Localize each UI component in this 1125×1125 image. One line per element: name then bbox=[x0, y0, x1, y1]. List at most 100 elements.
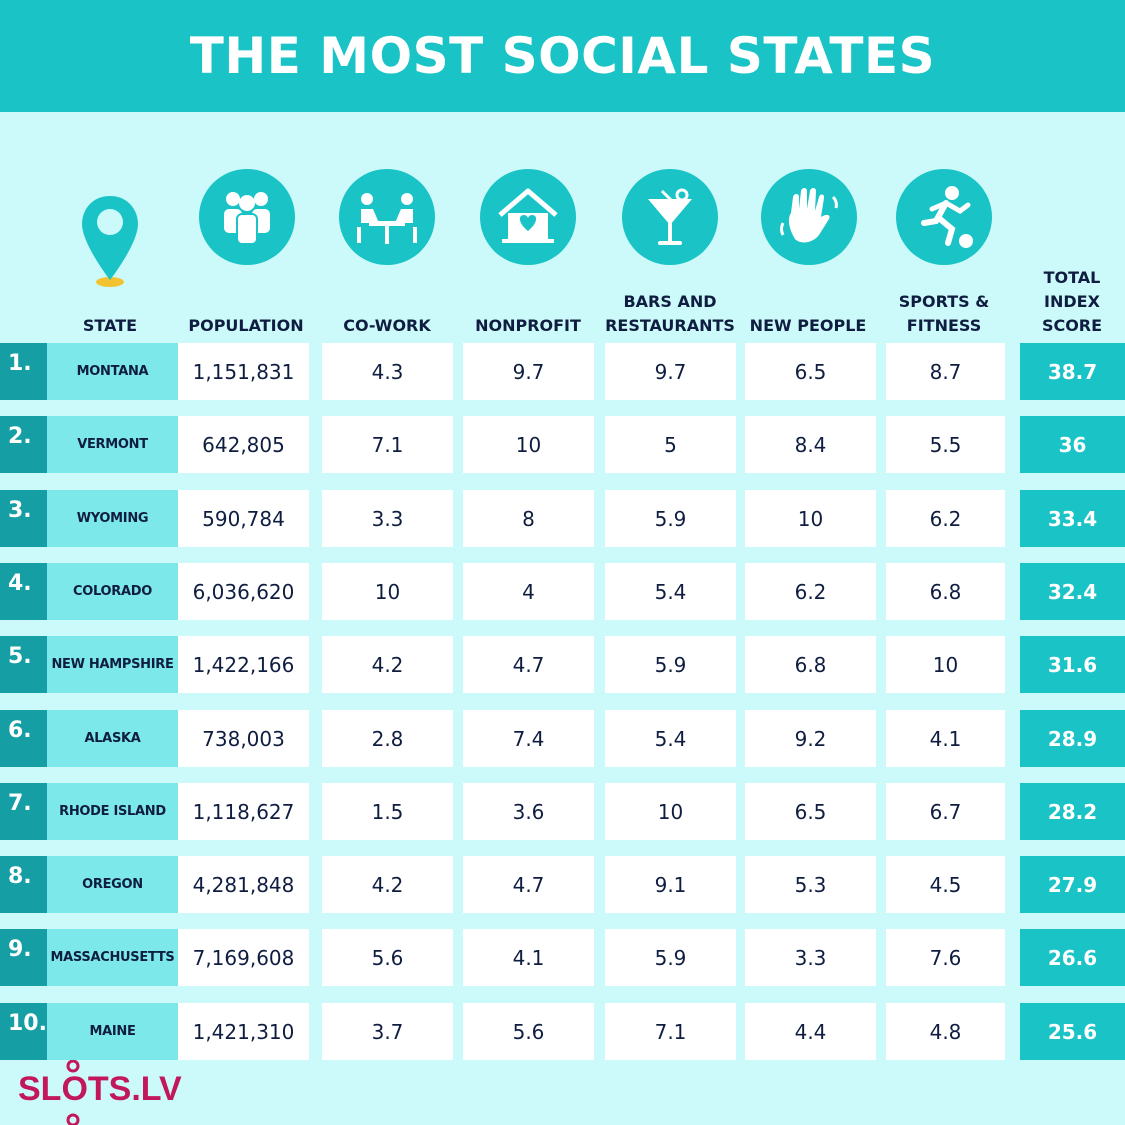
bars-cell: 5.4 bbox=[605, 563, 736, 620]
state-cell: NEW HAMPSHIRE bbox=[47, 636, 178, 693]
newpeople-cell: 5.3 bbox=[745, 856, 876, 913]
column-header-line: SPORTS & bbox=[898, 292, 990, 311]
bars-cell: 10 bbox=[605, 783, 736, 840]
cowork-cell: 1.5 bbox=[322, 783, 453, 840]
newpeople-cell: 4.4 bbox=[745, 1003, 876, 1060]
population-cell: 1,421,310 bbox=[178, 1003, 309, 1060]
sports-cell: 5.5 bbox=[886, 416, 1005, 473]
people-group-icon bbox=[199, 169, 295, 265]
column-header-line: STATE bbox=[82, 316, 138, 335]
total-score-cell: 36 bbox=[1020, 416, 1125, 473]
column-header-population: POPULATION bbox=[171, 314, 321, 338]
soccer-player-icon bbox=[896, 169, 992, 265]
newpeople-cell: 6.8 bbox=[745, 636, 876, 693]
sports-cell: 4.8 bbox=[886, 1003, 1005, 1060]
newpeople-cell: 10 bbox=[745, 490, 876, 547]
slots-lv-logo: SLOTS.LV bbox=[18, 1060, 182, 1125]
total-score-cell: 38.7 bbox=[1020, 343, 1125, 400]
bars-cell: 5.9 bbox=[605, 490, 736, 547]
column-header-bars: BARS AND RESTAURANTS bbox=[595, 290, 745, 338]
nonprofit-cell: 9.7 bbox=[463, 343, 594, 400]
column-header-line: BARS AND bbox=[623, 292, 717, 311]
cowork-cell: 3.3 bbox=[322, 490, 453, 547]
state-cell: RHODE ISLAND bbox=[47, 783, 178, 840]
column-header-line: INDEX bbox=[1044, 292, 1100, 311]
bars-cell: 9.1 bbox=[605, 856, 736, 913]
bars-cell: 9.7 bbox=[605, 343, 736, 400]
newpeople-cell: 8.4 bbox=[745, 416, 876, 473]
column-header-line: POPULATION bbox=[188, 316, 304, 335]
sports-cell: 6.8 bbox=[886, 563, 1005, 620]
cowork-cell: 2.8 bbox=[322, 710, 453, 767]
sports-cell: 10 bbox=[886, 636, 1005, 693]
population-cell: 738,003 bbox=[178, 710, 309, 767]
rank-cell: 7. bbox=[0, 783, 47, 840]
total-score-cell: 28.2 bbox=[1020, 783, 1125, 840]
newpeople-cell: 3.3 bbox=[745, 929, 876, 986]
nonprofit-cell: 4.7 bbox=[463, 856, 594, 913]
column-header-line: FITNESS bbox=[906, 316, 982, 335]
population-cell: 642,805 bbox=[178, 416, 309, 473]
page-title: THE MOST SOCIAL STATES bbox=[189, 27, 936, 85]
bars-cell: 5 bbox=[605, 416, 736, 473]
population-cell: 7,169,608 bbox=[178, 929, 309, 986]
nonprofit-cell: 4.1 bbox=[463, 929, 594, 986]
state-cell: MAINE bbox=[47, 1003, 178, 1060]
population-cell: 6,036,620 bbox=[178, 563, 309, 620]
sports-cell: 6.7 bbox=[886, 783, 1005, 840]
cowork-cell: 4.2 bbox=[322, 636, 453, 693]
nonprofit-cell: 7.4 bbox=[463, 710, 594, 767]
column-header-total: TOTAL INDEX SCORE bbox=[997, 266, 1125, 338]
state-cell: OREGON bbox=[47, 856, 178, 913]
cowork-cell: 3.7 bbox=[322, 1003, 453, 1060]
state-cell: COLORADO bbox=[47, 563, 178, 620]
bars-cell: 5.9 bbox=[605, 636, 736, 693]
bars-cell: 5.4 bbox=[605, 710, 736, 767]
column-header-cowork: CO-WORK bbox=[312, 314, 462, 338]
state-cell: VERMONT bbox=[47, 416, 178, 473]
total-score-cell: 26.6 bbox=[1020, 929, 1125, 986]
nonprofit-cell: 10 bbox=[463, 416, 594, 473]
bars-cell: 5.9 bbox=[605, 929, 736, 986]
coworking-table-icon bbox=[339, 169, 435, 265]
column-header-line: NONPROFIT bbox=[475, 316, 581, 335]
sports-cell: 6.2 bbox=[886, 490, 1005, 547]
state-cell: WYOMING bbox=[47, 490, 178, 547]
column-header-line: TOTAL bbox=[1043, 268, 1101, 287]
rank-cell: 10. bbox=[0, 1003, 47, 1060]
nonprofit-cell: 5.6 bbox=[463, 1003, 594, 1060]
sports-cell: 4.1 bbox=[886, 710, 1005, 767]
state-cell: ALASKA bbox=[47, 710, 178, 767]
rank-cell: 1. bbox=[0, 343, 47, 400]
waving-hand-icon bbox=[761, 169, 857, 265]
column-header-line: NEW PEOPLE bbox=[749, 316, 867, 335]
total-score-cell: 28.9 bbox=[1020, 710, 1125, 767]
newpeople-cell: 9.2 bbox=[745, 710, 876, 767]
rank-cell: 9. bbox=[0, 929, 47, 986]
total-score-cell: 25.6 bbox=[1020, 1003, 1125, 1060]
state-cell: MONTANA bbox=[47, 343, 178, 400]
rank-cell: 4. bbox=[0, 563, 47, 620]
population-cell: 1,422,166 bbox=[178, 636, 309, 693]
total-score-cell: 33.4 bbox=[1020, 490, 1125, 547]
column-header-line: CO-WORK bbox=[343, 316, 431, 335]
cowork-cell: 4.2 bbox=[322, 856, 453, 913]
header-banner: THE MOST SOCIAL STATES bbox=[0, 0, 1125, 112]
sports-cell: 4.5 bbox=[886, 856, 1005, 913]
newpeople-cell: 6.5 bbox=[745, 783, 876, 840]
nonprofit-cell: 8 bbox=[463, 490, 594, 547]
cowork-cell: 5.6 bbox=[322, 929, 453, 986]
sports-cell: 8.7 bbox=[886, 343, 1005, 400]
location-pin-icon bbox=[82, 196, 138, 287]
newpeople-cell: 6.5 bbox=[745, 343, 876, 400]
total-score-cell: 31.6 bbox=[1020, 636, 1125, 693]
population-cell: 590,784 bbox=[178, 490, 309, 547]
population-cell: 1,118,627 bbox=[178, 783, 309, 840]
cocktail-glass-icon bbox=[622, 169, 718, 265]
heart-house-icon bbox=[480, 169, 576, 265]
column-header-line: RESTAURANTS bbox=[605, 316, 735, 335]
column-header-newpeople: NEW PEOPLE bbox=[733, 314, 883, 338]
rank-cell: 2. bbox=[0, 416, 47, 473]
column-header-nonprofit: NONPROFIT bbox=[453, 314, 603, 338]
population-cell: 1,151,831 bbox=[178, 343, 309, 400]
